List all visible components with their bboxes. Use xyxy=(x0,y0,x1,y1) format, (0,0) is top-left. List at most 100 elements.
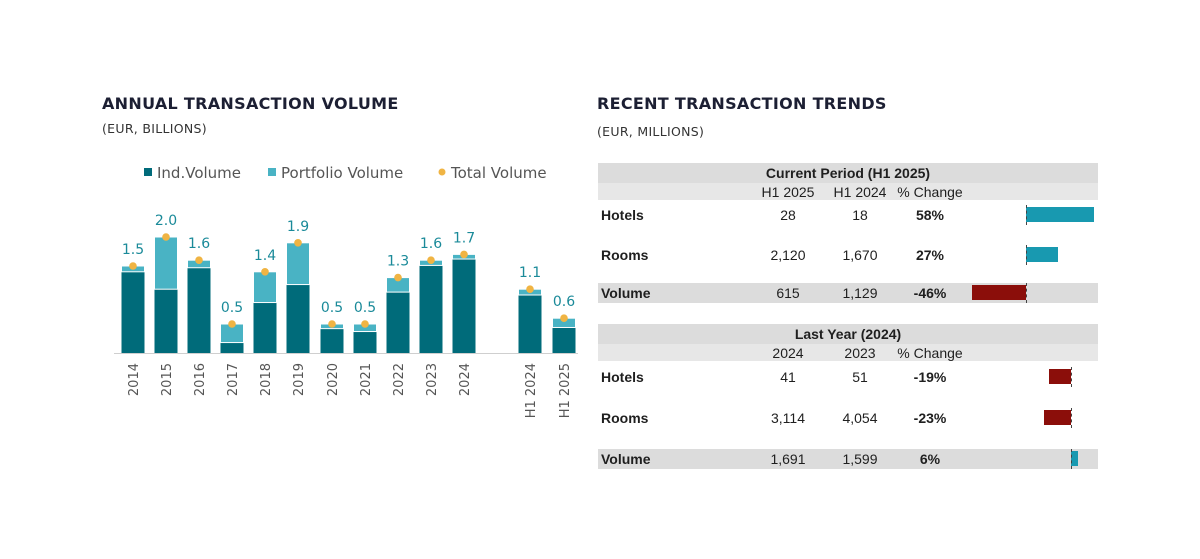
row-label: Volume xyxy=(601,285,651,301)
value-previous: 1,129 xyxy=(842,285,878,301)
tick-label-2021: 2021 xyxy=(359,363,374,396)
annual-volume-chart: Ind.Volume Portfolio Volume Total Volume 1… xyxy=(114,164,578,418)
legend-swatch-1 xyxy=(268,168,276,176)
value-previous: 1,599 xyxy=(842,451,878,467)
value-current: 28 xyxy=(780,207,796,223)
change-bar xyxy=(1026,207,1095,222)
x-axis-ticks: 2014 2015 2016 2017 2018 2019 2020 2021 2022 2023… xyxy=(127,363,573,418)
total-label-H1-2025: 0.6 xyxy=(553,294,575,310)
total-marker-2021 xyxy=(361,320,369,328)
value-previous: 1,670 xyxy=(842,247,878,263)
row-label: Rooms xyxy=(601,410,649,426)
table-header: Current Period (H1 2025) xyxy=(598,163,1098,183)
change-bar xyxy=(1043,410,1071,425)
tick-label-2022: 2022 xyxy=(392,363,407,396)
tick-label-2017: 2017 xyxy=(226,363,241,396)
bar-ind-2023 xyxy=(419,265,443,353)
column-headers: 2024 2023 % Change xyxy=(598,344,1098,361)
change-axis xyxy=(1026,283,1027,303)
tick-label-2023: 2023 xyxy=(425,363,440,396)
value-previous: 51 xyxy=(852,369,868,385)
total-label-2024: 1.7 xyxy=(453,230,475,246)
legend-label-0: Ind.Volume xyxy=(157,164,241,182)
row-label: Hotels xyxy=(601,369,644,385)
value-change: 27% xyxy=(915,247,945,263)
table-row-hotels: Hotels 41 51 -19% xyxy=(598,367,1098,387)
column-header-0: 2024 xyxy=(772,345,804,361)
column-headers: H1 2025 H1 2024 % Change xyxy=(598,183,1098,200)
tick-label-2014: 2014 xyxy=(127,363,142,396)
tick-label-2024: 2024 xyxy=(458,363,473,396)
total-label-2015: 2.0 xyxy=(155,213,177,229)
bar-portfolio-2019 xyxy=(286,242,310,286)
annual-volume-subtitle: (EUR, BILLIONS) xyxy=(102,121,207,136)
last-year-table: Last Year (2024) 2024 2023 % Change Hotels 41… xyxy=(598,324,1098,472)
change-axis xyxy=(1071,408,1072,428)
total-marker-H1-2025 xyxy=(560,314,568,322)
total-label-2019: 1.9 xyxy=(287,219,309,235)
total-label-2022: 1.3 xyxy=(387,254,409,270)
legend-swatch-2 xyxy=(438,168,446,176)
table-row-rooms: Rooms 2,120 1,670 27% xyxy=(598,245,1098,265)
total-label-2018: 1.4 xyxy=(254,248,276,264)
value-current: 41 xyxy=(780,369,796,385)
bar-portfolio-2018 xyxy=(253,271,277,304)
column-header-1: 2023 xyxy=(844,345,876,361)
value-change: 58% xyxy=(915,207,945,223)
value-current: 3,114 xyxy=(771,410,805,426)
value-current: 1,691 xyxy=(770,451,806,467)
bar-ind-2021 xyxy=(353,331,377,353)
tick-label-H1-2025: H1 2025 xyxy=(558,363,573,418)
total-marker-2024 xyxy=(460,250,468,259)
column-header-2: % Change xyxy=(897,345,963,361)
bar-ind-2014 xyxy=(121,271,145,353)
value-previous: 4,054 xyxy=(842,410,878,426)
recent-trends-subtitle: (EUR, MILLIONS) xyxy=(597,124,705,139)
change-axis xyxy=(1026,205,1027,225)
legend-label-1: Portfolio Volume xyxy=(281,164,403,182)
column-header-0: H1 2025 xyxy=(761,184,815,200)
tick-label-2020: 2020 xyxy=(326,363,341,396)
value-previous: 18 xyxy=(852,207,868,223)
total-marker-2023 xyxy=(427,256,435,264)
total-marker-2020 xyxy=(328,320,336,328)
value-current: 2,120 xyxy=(770,247,806,263)
bar-ind-H1-2024 xyxy=(518,295,542,353)
table-row-hotels: Hotels 28 18 58% xyxy=(598,205,1098,225)
total-label-2021: 0.5 xyxy=(354,300,376,316)
bar-ind-2018 xyxy=(253,302,277,353)
bar-ind-2019 xyxy=(286,284,310,353)
recent-trends-title: RECENT TRANSACTION TRENDS xyxy=(597,94,887,113)
value-change: -46% xyxy=(913,285,947,301)
change-bar xyxy=(1071,451,1079,466)
tick-label-2016: 2016 xyxy=(193,363,208,396)
bar-ind-2020 xyxy=(320,328,344,353)
total-marker-2017 xyxy=(228,320,236,328)
change-bar xyxy=(971,285,1026,300)
current-period-table: Current Period (H1 2025) H1 2025 H1 2024 % … xyxy=(598,163,1098,308)
tick-label-2019: 2019 xyxy=(292,363,307,396)
legend-label-2: Total Volume xyxy=(450,164,547,182)
total-marker-2018 xyxy=(261,268,269,276)
bar-ind-2024 xyxy=(452,259,476,353)
total-label-2017: 0.5 xyxy=(221,300,243,316)
table-row-rooms: Rooms 3,114 4,054 -23% xyxy=(598,408,1098,428)
change-axis xyxy=(1071,367,1072,387)
total-marker-2014 xyxy=(129,262,137,270)
total-marker-2022 xyxy=(394,273,402,282)
total-marker-2015 xyxy=(162,233,170,241)
bar-ind-2022 xyxy=(386,292,410,353)
change-bar xyxy=(1048,369,1071,384)
bar-ind-H1-2025 xyxy=(552,327,576,353)
total-label-2020: 0.5 xyxy=(321,300,343,316)
bar-ind-2016 xyxy=(187,267,211,353)
change-axis xyxy=(1026,245,1027,265)
column-header-2: % Change xyxy=(897,184,963,200)
chart-legend: Ind.Volume Portfolio Volume Total Volume xyxy=(144,164,547,182)
row-label: Hotels xyxy=(601,207,644,223)
tick-label-H1-2024: H1 2024 xyxy=(524,363,539,418)
value-current: 615 xyxy=(776,285,800,301)
chart-bars: 1.5 2.0 1.6 0.5 1.4 1.9 0.5 0.5 1.3 1.6 1.7 1.1 0.6 xyxy=(121,213,576,353)
column-header-1: H1 2024 xyxy=(833,184,887,200)
table-row-volume: Volume 1,691 1,599 6% xyxy=(598,449,1098,469)
